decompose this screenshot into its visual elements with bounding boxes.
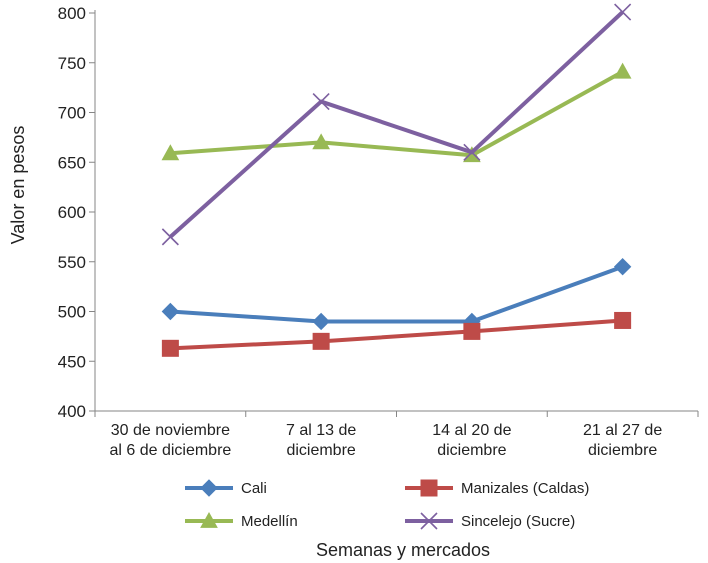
- series-line: [170, 69, 624, 158]
- y-tick-label: 650: [58, 153, 86, 172]
- legend-marker: [420, 512, 438, 530]
- y-tick-label: 750: [58, 54, 86, 73]
- y-axis-title: Valor en pesos: [8, 126, 28, 245]
- series-line: [170, 264, 624, 324]
- series-medell-n: [161, 62, 632, 163]
- series-layer: [161, 3, 632, 357]
- data-point: [613, 258, 632, 276]
- axes: 400 450 500 550 600 650 700 750 800 30 de noviemb…: [58, 4, 699, 459]
- y-tick-label: 400: [58, 402, 86, 421]
- series-line: [170, 318, 623, 351]
- legend-label: Sincelejo (Sucre): [461, 513, 575, 530]
- data-point: [614, 311, 632, 329]
- y-tick-label: 450: [58, 352, 86, 371]
- data-point: [614, 3, 632, 21]
- series-manizales-caldas: [161, 311, 632, 357]
- legend-label: Cali: [241, 480, 267, 497]
- data-point: [161, 228, 179, 246]
- legend-marker: [200, 479, 218, 497]
- x-tick-label: 30 de noviembre al 6 de diciembre: [109, 422, 231, 459]
- series-line: [169, 10, 624, 239]
- x-tick-label: 7 al 13 de diciembre: [286, 422, 356, 459]
- y-tick-label: 700: [58, 104, 86, 123]
- y-tick-label: 800: [58, 4, 86, 23]
- data-point: [312, 312, 330, 331]
- data-point: [463, 146, 481, 163]
- x-axis-title: Semanas y mercados: [316, 540, 490, 560]
- x-tick-label: 14 al 20 de diciembre: [432, 422, 511, 459]
- legend-marker: [200, 511, 218, 528]
- y-tick-label: 600: [58, 203, 86, 222]
- legend-item: Sincelejo (Sucre): [405, 512, 575, 530]
- y-tick-label: 500: [58, 303, 86, 322]
- data-point: [161, 339, 179, 357]
- series-cali: [161, 258, 632, 331]
- data-point: [161, 302, 180, 321]
- series-sincelejo-sucre: [161, 3, 632, 246]
- data-point: [312, 92, 330, 111]
- legend-marker: [420, 479, 438, 497]
- legend: Cali Manizales (Caldas) Medellín Sincelejo …: [185, 479, 589, 530]
- y-tick-label: 550: [58, 253, 86, 272]
- data-point: [463, 322, 481, 340]
- legend-label: Medellín: [241, 513, 298, 530]
- legend-item: Cali: [185, 479, 267, 497]
- data-point: [463, 143, 481, 161]
- legend-label: Manizales (Caldas): [461, 480, 589, 497]
- legend-item: Medellín: [185, 511, 298, 530]
- data-point: [312, 133, 330, 150]
- x-tick-label: 21 al 27 de diciembre: [583, 422, 662, 459]
- data-point: [161, 144, 180, 161]
- legend-item: Manizales (Caldas): [405, 479, 589, 497]
- data-point: [312, 332, 330, 350]
- data-point: [613, 62, 632, 79]
